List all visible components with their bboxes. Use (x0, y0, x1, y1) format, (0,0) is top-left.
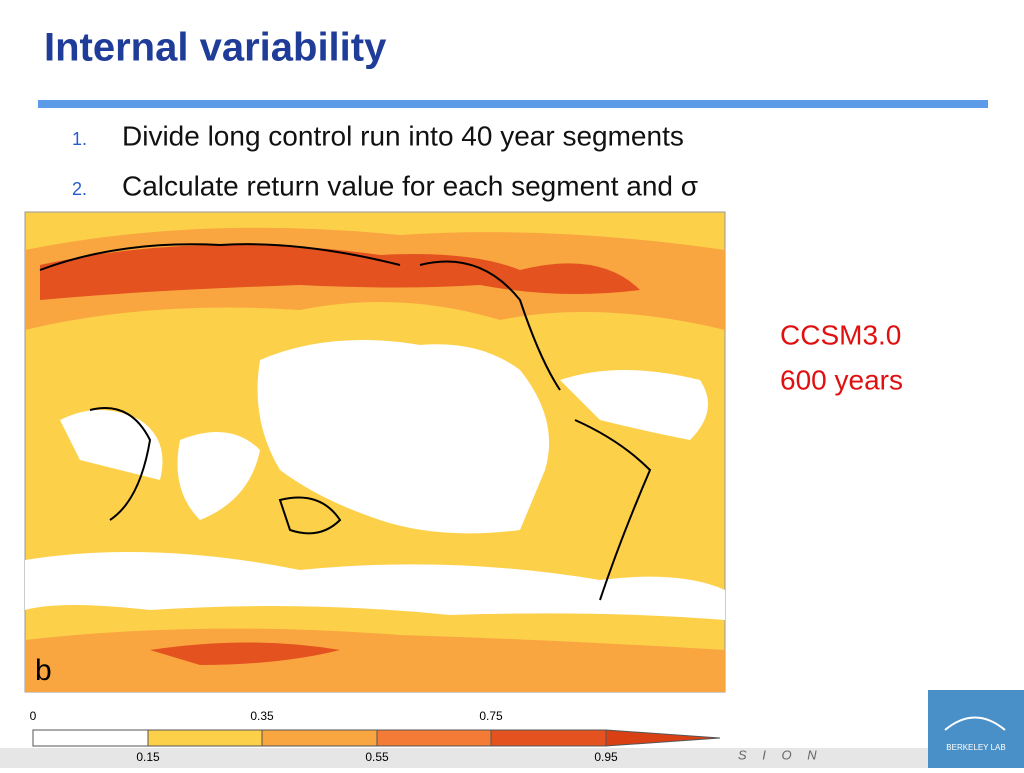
panel-label: b (35, 654, 52, 687)
annotation: 600 years (780, 364, 903, 395)
logo-arc (944, 716, 1006, 731)
colorbar-segment (490, 729, 607, 747)
colorbar-label: 0.95 (594, 750, 618, 764)
coastline (39, 243, 652, 601)
map-region (40, 244, 640, 300)
colorbar-label: 0.15 (136, 750, 160, 764)
footer-band (0, 748, 1024, 768)
colorbar-label: 0 (30, 709, 37, 723)
annotation: CCSM3.0 (780, 319, 901, 350)
list-item: Calculate return value for each segment … (122, 170, 698, 201)
colorbar-segment (261, 729, 378, 747)
title-rule (38, 100, 988, 108)
colorbar-arrow (605, 729, 721, 747)
map-region (150, 642, 340, 665)
footer-text: S I O N (738, 747, 823, 762)
colorbar-segment (32, 729, 149, 747)
map-ocean (257, 340, 550, 534)
logo-text: BERKELEY LAB (946, 743, 1005, 752)
list-item: Divide long control run into 40 year seg… (122, 120, 684, 151)
map-ocean (560, 370, 708, 440)
list-number: 1. (72, 129, 87, 149)
map-ocean (25, 552, 725, 620)
list-number: 2. (72, 179, 87, 199)
colorbar-label: 0.75 (479, 709, 503, 723)
colorbar-label: 0.55 (365, 750, 389, 764)
logo-box (928, 690, 1024, 768)
colorbar-label: 0.35 (250, 709, 274, 723)
logo: BERKELEY LAB (928, 690, 1024, 768)
map-ocean (60, 410, 163, 480)
slide-title: Internal variability (44, 26, 387, 70)
colorbar: 0 0.35 0.75 0.15 0.55 0.95 (30, 709, 721, 764)
map: b (24, 211, 726, 693)
colorbar-segment (376, 729, 492, 747)
map-ocean (177, 432, 260, 520)
colorbar-segment (147, 729, 263, 747)
